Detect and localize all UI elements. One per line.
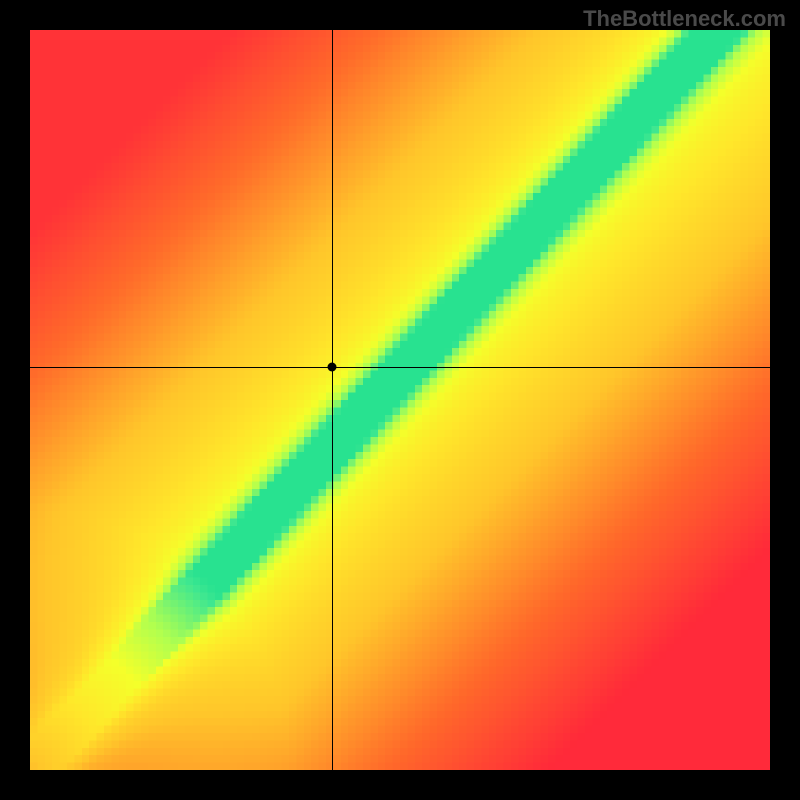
crosshair-horizontal <box>30 367 770 368</box>
heatmap-canvas <box>30 30 770 770</box>
marker-dot <box>327 362 336 371</box>
bottleneck-heatmap <box>30 30 770 770</box>
crosshair-vertical <box>332 30 333 770</box>
watermark-label: TheBottleneck.com <box>583 6 786 32</box>
